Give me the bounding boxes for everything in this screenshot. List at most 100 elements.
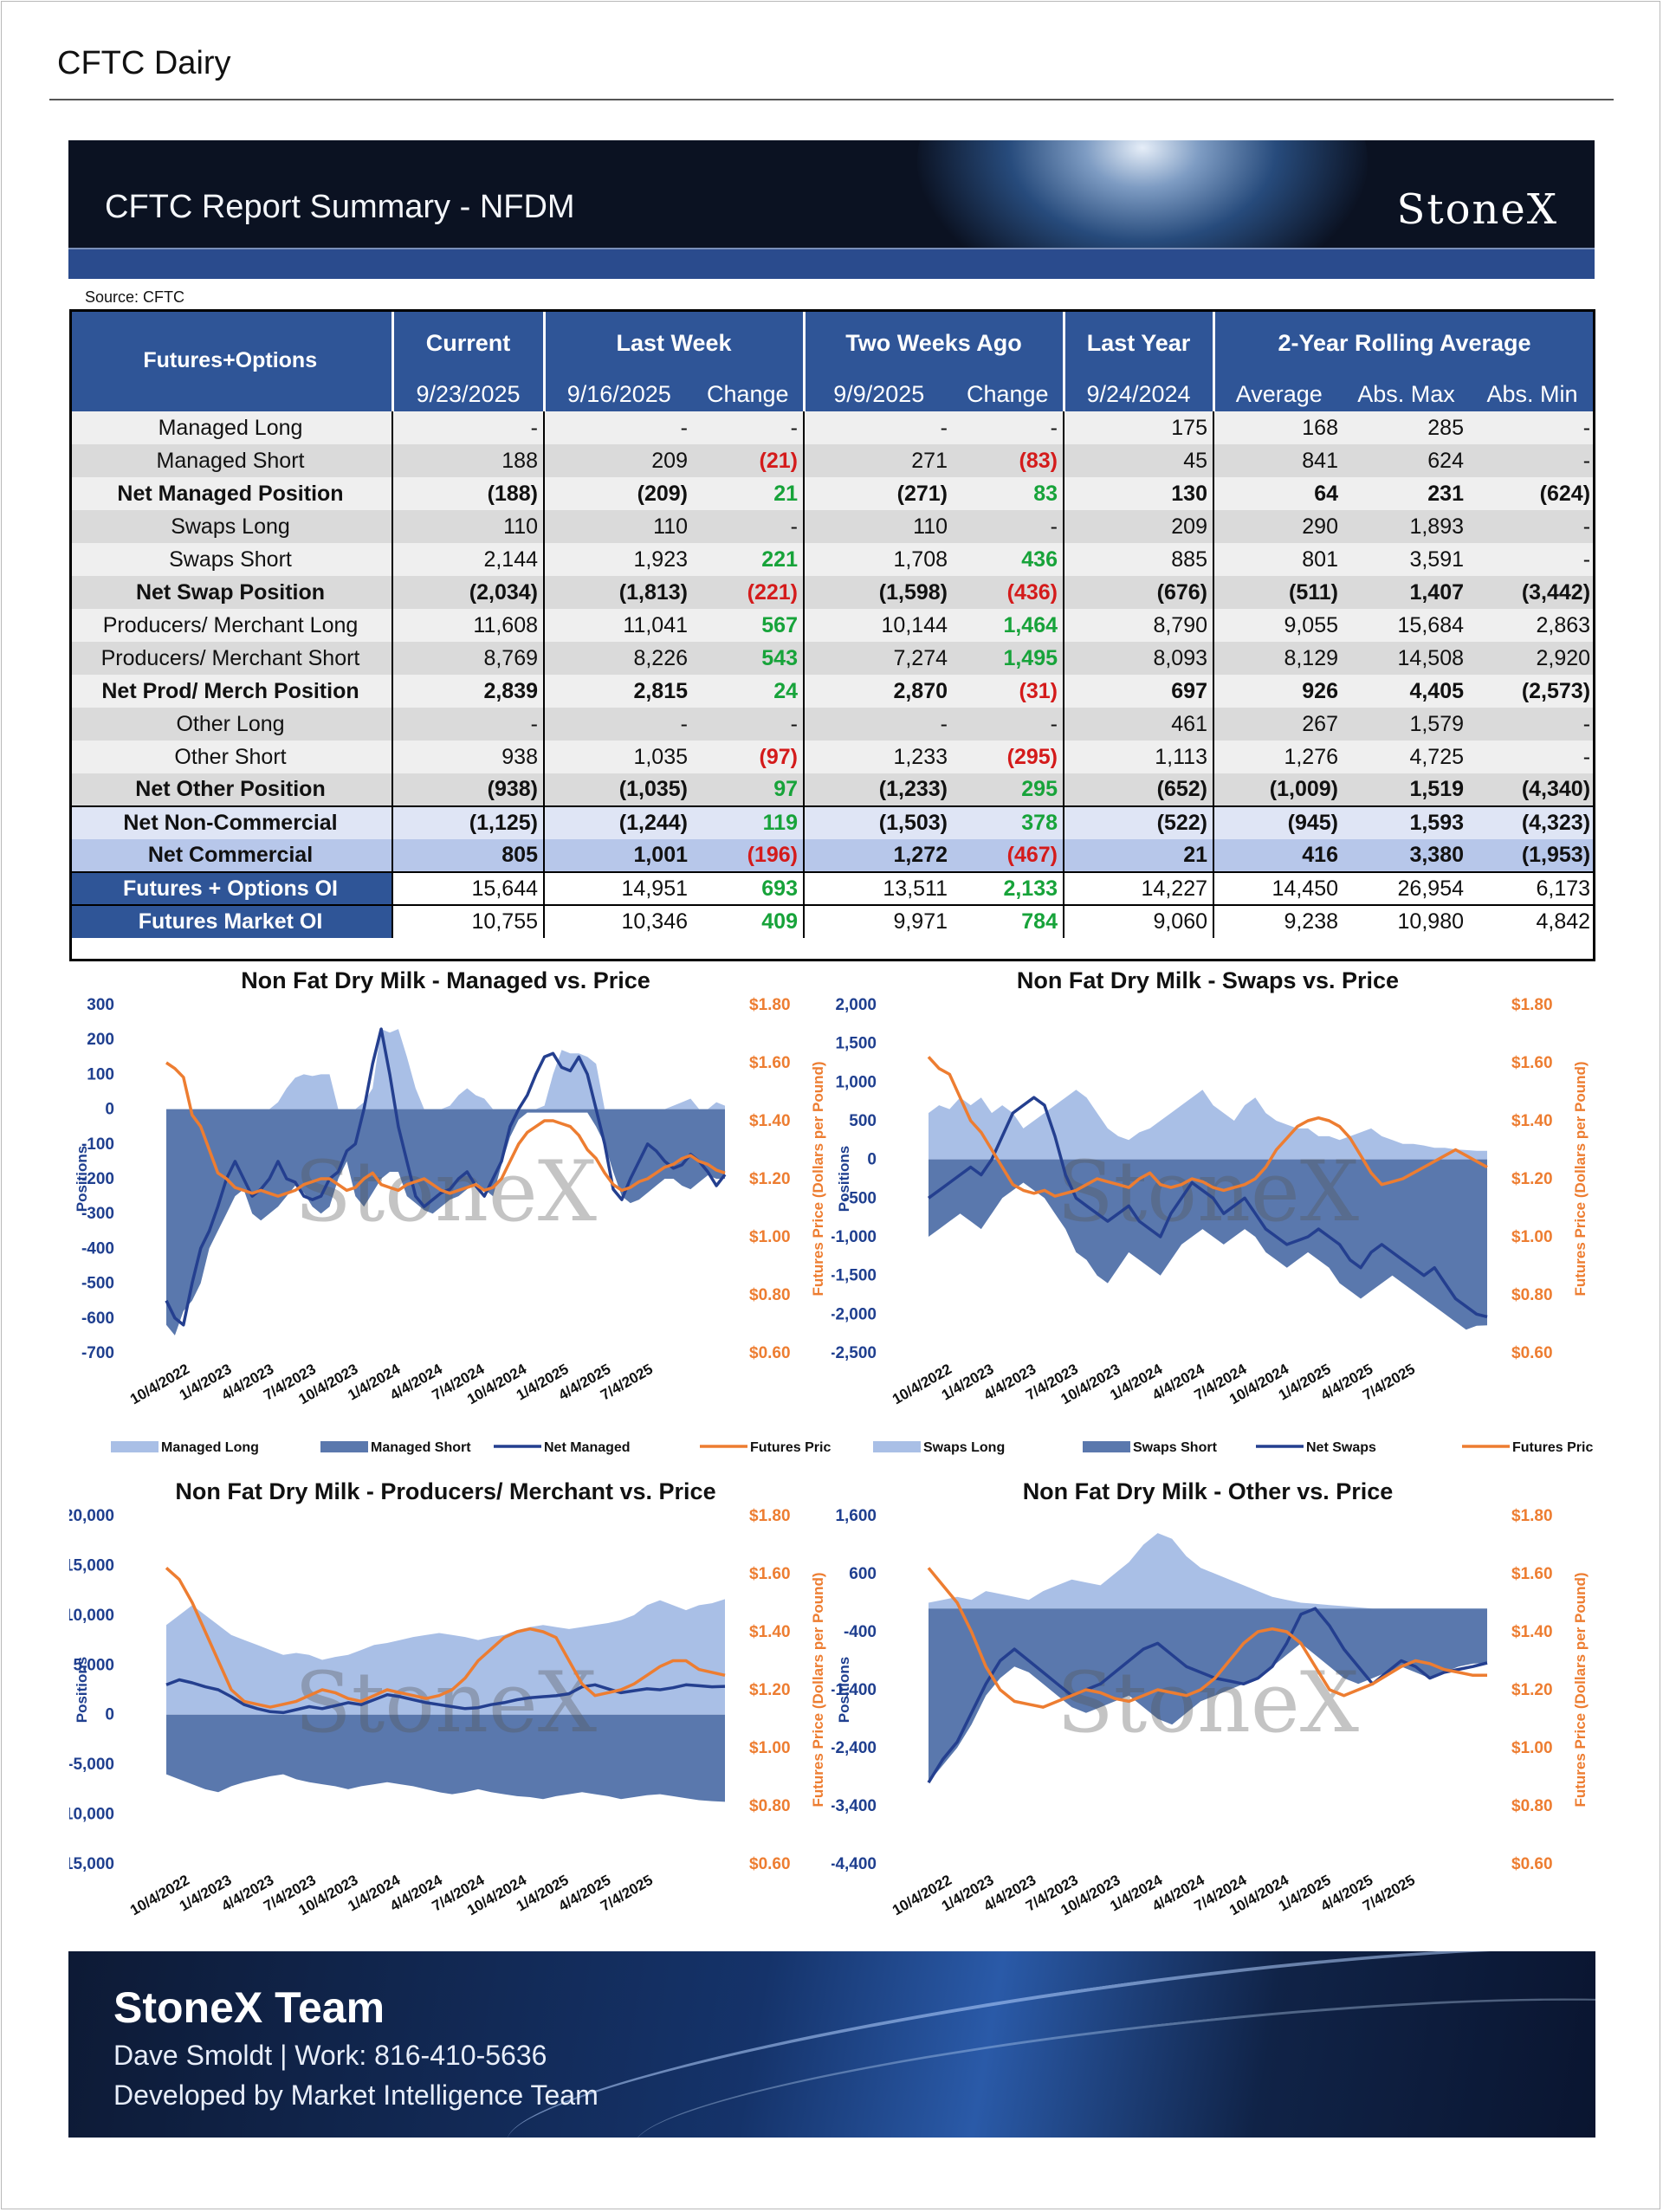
legend-swatch	[320, 1441, 368, 1452]
table-cell: 3,380	[1343, 839, 1469, 872]
table-cell: 409	[693, 904, 804, 938]
table-row: Producers/ Merchant Short 8,769 8,226 543 7,…	[69, 642, 1596, 675]
table-cell: 290	[1213, 510, 1343, 543]
y-tick-label: -500	[81, 1275, 114, 1293]
table-cell: 1,893	[1343, 510, 1469, 543]
table-cell: -	[543, 411, 693, 444]
y-tick-label: 500	[849, 1112, 877, 1130]
table-cell: 378	[953, 805, 1064, 839]
table-cell: 9,971	[803, 904, 953, 938]
row-label: Other Short	[69, 741, 392, 773]
group-header: Two Weeks Ago	[804, 309, 1065, 377]
chart-svg: Non Fat Dry Milk - Producers/ Merchant v…	[69, 1478, 832, 1966]
table-cell: 697	[1063, 675, 1213, 708]
table-cell: (83)	[953, 444, 1064, 477]
y-axis-label: Positions	[74, 1657, 90, 1724]
long-area	[929, 1090, 1487, 1160]
y2-tick-label: $0.60	[749, 1344, 791, 1362]
table-cell: -	[803, 411, 953, 444]
y-tick-label: -500	[844, 1189, 877, 1207]
y-tick-label: 0	[105, 1706, 114, 1724]
table-cell: (209)	[543, 477, 693, 510]
table-cell: 841	[1213, 444, 1343, 477]
group-header: Last Week	[544, 309, 806, 377]
y2-tick-label: $0.60	[1511, 1344, 1553, 1362]
table-cell: (2,034)	[391, 576, 544, 609]
table-cell: 64	[1213, 477, 1343, 510]
net-line	[927, 1096, 1488, 1319]
legend-label: Managed Short	[371, 1440, 471, 1455]
table-cell: (1,813)	[543, 576, 693, 609]
title-divider	[49, 99, 1614, 100]
table-cell: 10,144	[803, 609, 953, 642]
y2-tick-label: $1.60	[749, 1565, 791, 1583]
table-cell: (3,442)	[1469, 576, 1596, 609]
column-header: Abs. Min	[1469, 377, 1596, 411]
footer-banner: StoneX Team Dave Smoldt | Work: 816-410-…	[68, 1951, 1595, 2138]
short-area	[166, 1109, 725, 1336]
y2-tick-label: $0.80	[749, 1797, 791, 1815]
table-cell: -	[693, 411, 804, 444]
y-tick-label: -4,400	[832, 1855, 877, 1873]
y2-tick-label: $1.20	[749, 1170, 791, 1188]
table-cell: 119	[693, 805, 804, 839]
table-subheader-row: 9/23/2025 9/16/2025 Change 9/9/2025 Change 9/…	[69, 377, 1596, 411]
table-cell: (1,244)	[543, 805, 693, 839]
table-cell: 267	[1213, 708, 1343, 741]
chart-svg: Non Fat Dry Milk - Managed vs. Price 300 2…	[74, 967, 832, 1455]
y2-tick-label: $1.00	[749, 1228, 791, 1246]
y2-tick-label: $1.00	[1511, 1228, 1553, 1246]
y-tick-label: 1,500	[835, 1035, 877, 1053]
row-label: Swaps Long	[69, 510, 392, 543]
stonex-logo: StoneX	[1396, 185, 1558, 234]
table-cell: 45	[1063, 444, 1213, 477]
table-cell: 10,980	[1343, 904, 1469, 938]
short-area	[166, 1714, 725, 1802]
watermark: StoneX	[294, 1654, 597, 1751]
table-cell: 209	[1063, 510, 1213, 543]
table-cell: 15,684	[1343, 609, 1469, 642]
y-tick-label: -1,000	[832, 1228, 877, 1246]
table-cell: (938)	[391, 773, 544, 806]
y-tick-label: -2,400	[832, 1739, 877, 1757]
y-tick-label: 600	[849, 1565, 877, 1583]
group-header: 2-Year Rolling Average	[1213, 309, 1597, 377]
y-tick-label: -400	[81, 1239, 114, 1258]
column-header: 9/24/2024	[1062, 377, 1213, 411]
y2-tick-label: $1.00	[1511, 1739, 1553, 1757]
table-cell: (31)	[953, 675, 1064, 708]
table-row: Swaps Short 2,144 1,923 221 1,708 436 885 801 3,…	[69, 543, 1596, 576]
table-cell: (436)	[953, 576, 1064, 609]
table-cell: 26,954	[1343, 871, 1469, 905]
table-cell: 3,591	[1343, 543, 1469, 576]
table-cell: 2,870	[803, 675, 953, 708]
y2-tick-label: $1.80	[1511, 1507, 1553, 1525]
y-tick-label: -1,500	[832, 1267, 877, 1285]
table-cell: (1,035)	[543, 773, 693, 806]
table-cell: (21)	[693, 444, 804, 477]
table-cell: 8,769	[391, 642, 544, 675]
table-cell: 784	[953, 904, 1064, 938]
table-cell: 231	[1343, 477, 1469, 510]
legend-swatch	[1083, 1441, 1130, 1452]
y-tick-label: 1,600	[835, 1507, 877, 1525]
column-header: 9/23/2025	[392, 377, 544, 411]
table-cell: 938	[391, 741, 544, 773]
y-tick-label: 300	[87, 996, 114, 1014]
column-header: Change	[953, 377, 1064, 411]
y2-tick-label: $1.80	[749, 1507, 791, 1525]
table-cell: -	[1469, 444, 1596, 477]
y2-axis-label: Futures Price (Dollars per Pound)	[810, 1061, 826, 1296]
table-cell: 14,227	[1063, 871, 1213, 905]
y2-tick-label: $1.60	[1511, 1565, 1553, 1583]
table-cell: -	[1469, 741, 1596, 773]
table-cell: (1,503)	[803, 805, 953, 839]
table-cell: 188	[391, 444, 544, 477]
price-line	[165, 1061, 726, 1198]
table-row: Net Commercial 805 1,001 (196) 1,272 (467) 21 4…	[69, 839, 1596, 872]
table-cell: 11,041	[543, 609, 693, 642]
table-cell: 461	[1063, 708, 1213, 741]
table-cell: (4,323)	[1469, 805, 1596, 839]
table-cell: 295	[953, 773, 1064, 806]
